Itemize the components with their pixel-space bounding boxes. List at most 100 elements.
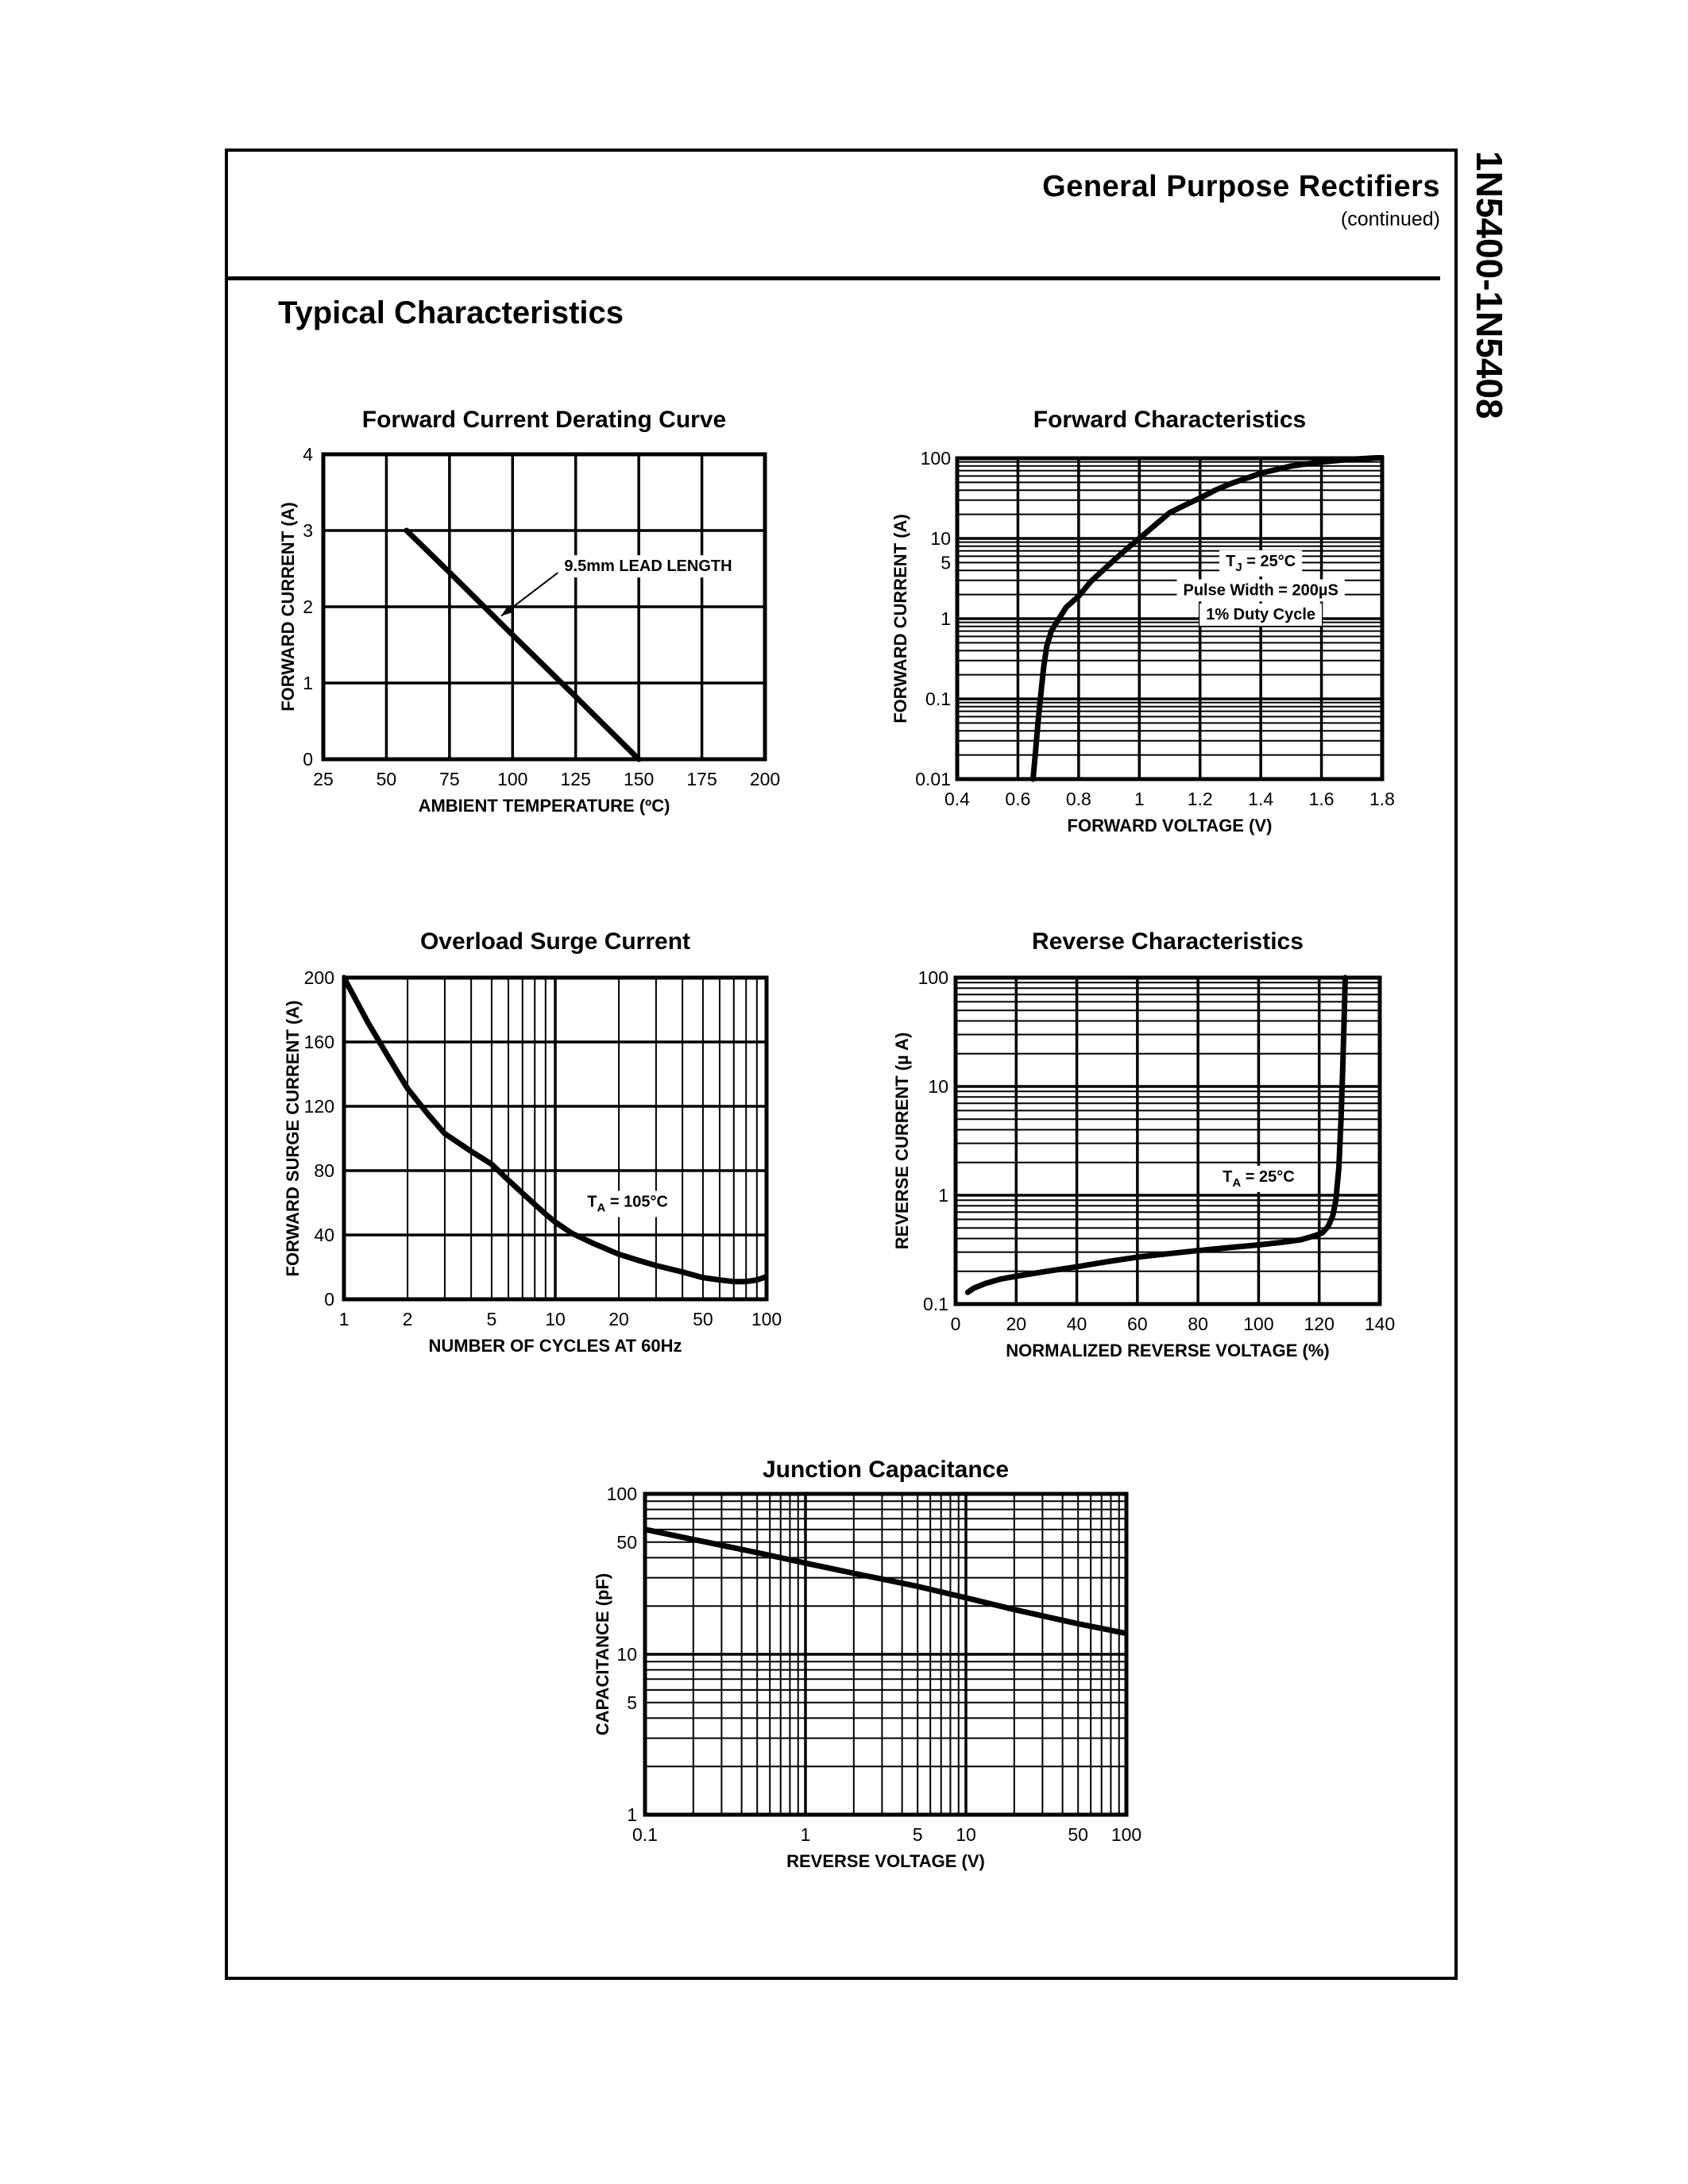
- y-tick-label: 1: [941, 608, 951, 629]
- x-axis-label: NORMALIZED REVERSE VOLTAGE (%): [1006, 1341, 1329, 1360]
- y-tick-label: 1: [938, 1185, 948, 1206]
- y-axis-label: FORWARD CURRENT (A): [890, 514, 910, 723]
- y-tick-label: 1: [627, 1804, 637, 1825]
- x-tick-label: 10: [956, 1824, 976, 1845]
- x-tick-label: 1: [1134, 789, 1145, 809]
- side-part-number: 1N5400-1N5408: [1469, 151, 1510, 419]
- overload-surge-current-chart: TA = 105°C 1 2 5 10 20 50 100 0 40 80 120 160 200 NUMB…: [283, 928, 782, 1356]
- plot-border: [321, 452, 767, 762]
- reverse-characteristics-chart: TA = 25°C 0 20 40 60 80 100 120 140 100 10 1 0.1 NORM…: [892, 928, 1395, 1360]
- x-tick-label: 1: [801, 1824, 811, 1845]
- x-tick-label: 5: [487, 1309, 497, 1329]
- y-tick-label: 200: [304, 967, 334, 988]
- x-tick-label: 120: [1304, 1314, 1335, 1334]
- page-title: General Purpose Rectifiers: [1042, 170, 1440, 203]
- x-tick-label: 150: [624, 769, 654, 789]
- y-tick-label: 5: [627, 1692, 637, 1713]
- chart-title: Reverse Characteristics: [1032, 928, 1304, 955]
- annotation-bg: [558, 555, 739, 578]
- annotation-text: 9.5mm LEAD LENGTH: [564, 558, 732, 575]
- chart-curve-surge-current: [342, 974, 768, 1285]
- y-axis-label: FORWARD SURGE CURRENT (A): [283, 1001, 303, 1277]
- x-tick-label: 5: [913, 1824, 923, 1845]
- annotation-arrowhead: [501, 605, 514, 616]
- y-tick-label: 4: [303, 444, 313, 465]
- y-tick-label: 100: [918, 967, 948, 988]
- x-tick-label: 0.4: [944, 789, 970, 809]
- x-tick-label: 1.8: [1369, 789, 1395, 809]
- plot-border: [955, 456, 1385, 781]
- page-subtitle: (continued): [1340, 208, 1440, 230]
- annotation-text: TA = 25°C: [1223, 1168, 1295, 1190]
- x-tick-label: 80: [1188, 1314, 1208, 1334]
- y-tick-label: 0: [324, 1289, 334, 1310]
- y-tick-label: 1: [303, 673, 313, 693]
- annotation-bg: [1216, 1165, 1301, 1192]
- x-tick-label: 60: [1127, 1314, 1148, 1334]
- y-tick-label: 0.1: [923, 1294, 948, 1314]
- x-tick-label: 100: [1243, 1314, 1273, 1334]
- x-tick-label: 125: [561, 769, 591, 789]
- x-tick-label: 175: [686, 769, 717, 789]
- y-tick-label: 0.1: [925, 689, 951, 709]
- y-axis-label: CAPACITANCE (pF): [593, 1573, 612, 1736]
- x-tick-label: 25: [313, 769, 334, 789]
- section-heading: Typical Characteristics: [278, 295, 624, 330]
- y-tick-label: 10: [928, 1076, 948, 1097]
- x-tick-label: 140: [1365, 1314, 1395, 1334]
- x-tick-label: 0.6: [1005, 789, 1030, 809]
- annotation-text: TJ = 25°C: [1226, 553, 1296, 574]
- x-axis-label: REVERSE VOLTAGE (V): [786, 1851, 985, 1871]
- y-tick-label: 100: [607, 1484, 637, 1504]
- x-axis-label: AMBIENT TEMPERATURE (ºC): [419, 796, 670, 816]
- y-tick-label: 3: [303, 520, 313, 541]
- annotation-arrow: [500, 571, 560, 617]
- forward-current-derating-chart: 9.5mm LEAD LENGTH 25 50 75 100 125 150 175 200 0 1…: [278, 407, 780, 816]
- x-tick-label: 200: [750, 769, 780, 789]
- y-tick-label: 50: [616, 1532, 637, 1553]
- y-tick-label: 0: [303, 749, 313, 770]
- x-tick-label: 100: [1111, 1824, 1141, 1845]
- x-tick-label: 0.1: [632, 1824, 658, 1845]
- y-tick-label: 100: [921, 448, 951, 469]
- x-tick-label: 20: [1006, 1314, 1026, 1334]
- chart-curve-reverse-leakage: [964, 974, 1348, 1295]
- y-tick-label: 10: [930, 528, 951, 549]
- y-axis-label: REVERSE CURRENT (µ A): [892, 1032, 912, 1249]
- chart-curve-forward-voltage-current: [1030, 455, 1384, 782]
- x-tick-label: 2: [403, 1309, 413, 1329]
- annotation-text: Pulse Width = 200µS: [1183, 581, 1338, 599]
- annotation-bg: [1199, 603, 1323, 626]
- chart-title: Forward Characteristics: [1033, 407, 1306, 433]
- y-tick-label: 160: [304, 1032, 334, 1052]
- x-tick-label: 20: [608, 1309, 629, 1329]
- x-tick-label: 1.6: [1309, 789, 1335, 809]
- annotation-bg: [1219, 550, 1303, 577]
- annotation-text: 1% Duty Cycle: [1206, 606, 1315, 623]
- x-tick-label: 1: [339, 1309, 350, 1329]
- y-tick-label: 40: [314, 1225, 334, 1245]
- chart-title: Forward Current Derating Curve: [362, 407, 726, 433]
- y-tick-label: 120: [304, 1096, 334, 1117]
- x-tick-label: 1.2: [1188, 789, 1213, 809]
- header-rule: [225, 276, 1440, 280]
- chart-curve-junction-capacitance: [643, 1526, 1128, 1637]
- y-axis-label: FORWARD CURRENT (A): [278, 502, 298, 712]
- annotation-bg: [581, 1190, 674, 1217]
- x-tick-label: 10: [545, 1309, 566, 1329]
- y-tick-label: 5: [941, 552, 951, 573]
- chart-curve-derating-line: [404, 527, 642, 762]
- y-tick-label: 80: [314, 1160, 334, 1181]
- y-tick-label: 2: [303, 596, 313, 617]
- annotation-bg: [1176, 579, 1345, 602]
- x-tick-label: 75: [439, 769, 460, 789]
- x-tick-label: 50: [693, 1309, 713, 1329]
- chart-title: Overload Surge Current: [420, 928, 690, 955]
- x-tick-label: 1.4: [1248, 789, 1273, 809]
- x-tick-label: 100: [751, 1309, 782, 1329]
- x-tick-label: 0: [951, 1314, 961, 1334]
- x-axis-label: NUMBER OF CYCLES AT 60Hz: [428, 1336, 682, 1356]
- x-tick-label: 100: [497, 769, 527, 789]
- x-axis-label: FORWARD VOLTAGE (V): [1068, 816, 1273, 835]
